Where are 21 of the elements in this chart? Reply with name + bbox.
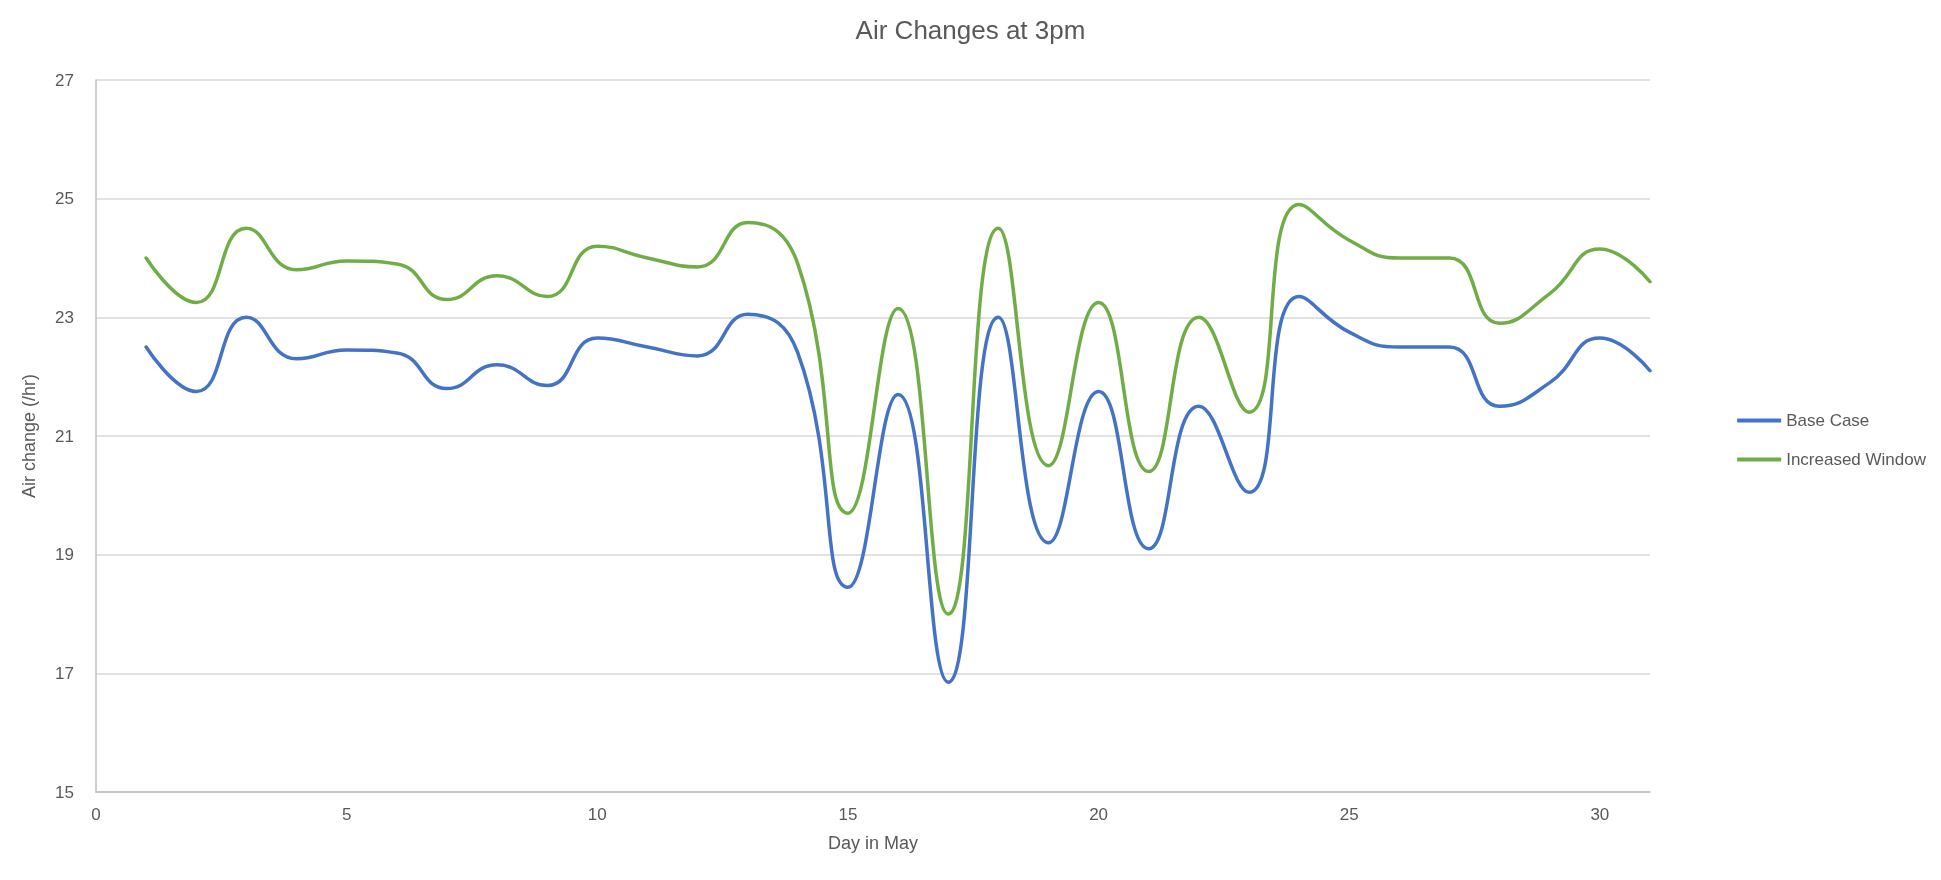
x-tick-label: 25 — [1339, 805, 1359, 824]
x-tick-label: 5 — [341, 805, 352, 824]
line-series — [144, 294, 1652, 684]
legend-label: Increased Window — [1786, 450, 1927, 469]
x-tick-label: 0 — [91, 805, 101, 824]
y-tick-label: 21 — [55, 426, 74, 446]
chart-title: Air Changes at 3pm — [855, 15, 1086, 45]
x-tick-label: 10 — [587, 805, 607, 824]
y-tick-label: 27 — [55, 70, 74, 90]
x-tick-label: 15 — [838, 805, 858, 824]
y-tick-label: 23 — [55, 307, 74, 327]
x-axis-title: Day in May — [827, 833, 919, 853]
x-tick-label: 30 — [1590, 805, 1610, 824]
y-tick-label: 19 — [55, 545, 74, 565]
y-tick-label: 15 — [55, 782, 74, 802]
y-tick-label: 17 — [55, 663, 74, 683]
x-tick-label: 20 — [1089, 805, 1109, 824]
legend-label: Base Case — [1786, 411, 1870, 430]
y-tick-label: 25 — [55, 189, 74, 209]
y-axis-title: Air change (/hr) — [19, 373, 39, 499]
line-series — [144, 202, 1652, 616]
